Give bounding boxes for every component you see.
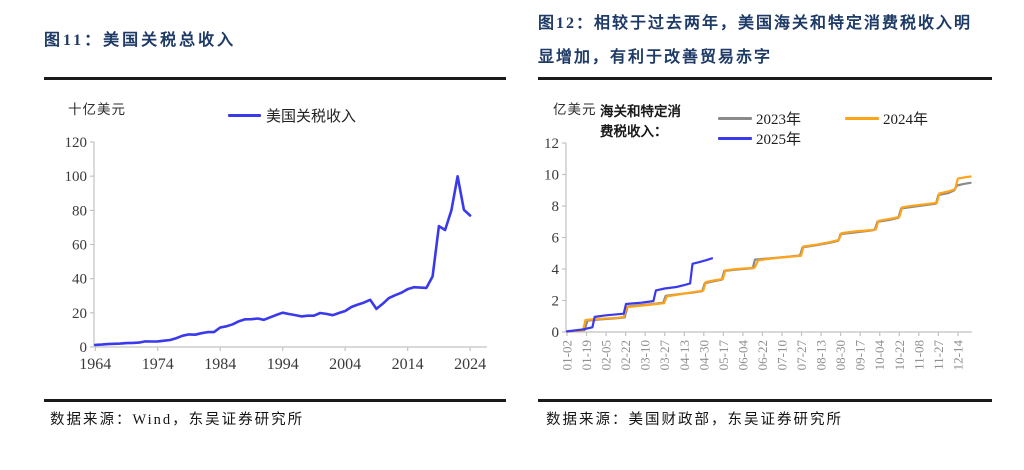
figure11-chart-canvas: 0 20 40 60 80 100 120 1964 1974 1984 1994 2004 2014 2…	[65, 135, 487, 373]
x-tick-label: 03-27	[657, 340, 672, 371]
figure11-legend: 美国关税收入	[228, 103, 428, 127]
x-tick-label: 11-27	[931, 340, 946, 370]
x-tick-label: 02-05	[599, 340, 614, 370]
x-tick-label: 01-19	[579, 340, 594, 370]
y-tick-label: 4	[552, 262, 560, 278]
series-lines	[565, 175, 972, 333]
x-tick-label: 2004	[329, 356, 361, 373]
x-tick-label: 02-22	[618, 340, 633, 370]
x-tick-label: 2014	[392, 356, 424, 373]
figure11-y-unit-label: 十亿美元	[68, 102, 126, 117]
x-tick-label: 04-13	[677, 340, 692, 370]
legend-2025-line-swatch	[718, 137, 752, 140]
figure11-chart-area: 十亿美元 美国关税收入 0 20 40 60 80 100 120 1964 1974 1984 1…	[44, 95, 506, 397]
figure12-legend: 2023年 2024年 2025年	[716, 102, 986, 152]
figure12-legend-title-line2: 费税收入：	[600, 124, 668, 139]
x-tick-label: 08-13	[814, 340, 829, 370]
figure12-title-rule	[538, 77, 992, 80]
series-line-2024年	[565, 175, 972, 333]
x-tick-label: 1984	[204, 356, 236, 373]
figure12-legend-title-line1: 海关和特定消	[600, 104, 681, 119]
y-axis-ticks: 0 2 4 6 8 10 12	[544, 136, 566, 341]
x-tick-label: 1994	[267, 356, 299, 373]
figure12-legend-title: 海关和特定消 费税收入：	[600, 102, 681, 142]
legend-2025-label: 2025年	[756, 132, 802, 148]
x-tick-label: 06-22	[755, 340, 770, 370]
x-tick-label: 12-14	[950, 340, 965, 371]
x-tick-label: 07-10	[774, 340, 789, 370]
y-tick-label: 8	[552, 199, 560, 215]
legend-2024-label: 2024年	[883, 112, 929, 128]
x-tick-label: 1964	[79, 356, 111, 373]
figure12-source: 数据来源：美国财政部，东吴证券研究所	[546, 412, 843, 428]
series-line-2025年	[565, 257, 714, 333]
y-tick-label: 120	[65, 135, 88, 151]
figure11-legend-line-swatch	[228, 114, 261, 117]
figure11-column: 图11：美国关税总收入 十亿美元 美国关税收入 0 20 40 60 80 100 120 1…	[44, 0, 506, 470]
x-tick-label: 10-04	[872, 340, 887, 371]
x-tick-label: 08-30	[833, 340, 848, 370]
y-axis-ticks: 0 20 40 60 80 100 120	[65, 135, 94, 356]
x-tick-label: 04-30	[696, 340, 711, 370]
figure12-title-line2: 显增加，有利于改善贸易赤字	[538, 49, 773, 66]
x-tick-label: 11-08	[911, 340, 926, 370]
y-tick-label: 0	[80, 340, 88, 356]
x-tick-label: 01-02	[559, 340, 574, 370]
figure11-title-rule	[44, 77, 506, 80]
legend-2023-line-swatch	[718, 117, 752, 120]
y-tick-label: 12	[544, 136, 559, 152]
x-tick-label: 06-04	[735, 340, 750, 371]
series-line-美国关税收入	[93, 175, 472, 347]
figure12-y-unit-label: 亿美元	[553, 102, 597, 117]
y-tick-label: 80	[72, 203, 87, 219]
x-tick-label: 07-27	[794, 340, 809, 371]
x-tick-label: 03-10	[638, 340, 653, 370]
figure12-title: 图12：相较于过去两年，美国海关和特定消费税收入明 显增加，有利于改善贸易赤字	[538, 7, 972, 75]
figure11-title: 图11：美国关税总收入	[44, 32, 237, 49]
figure12-title-line1: 图12：相较于过去两年，美国海关和特定消费税收入明	[538, 15, 973, 32]
x-tick-label: 09-17	[853, 340, 868, 371]
series-lines	[93, 175, 472, 347]
y-tick-label: 20	[72, 306, 87, 322]
y-tick-label: 2	[552, 294, 560, 310]
x-axis-ticks: 01-02 01-19 02-05 02-22 03-10 03-27 04-13 04-30…	[559, 332, 965, 370]
y-tick-label: 6	[552, 231, 560, 247]
figure12-column: 图12：相较于过去两年，美国海关和特定消费税收入明 显增加，有利于改善贸易赤字 …	[538, 0, 994, 470]
figure11-source: 数据来源：Wind，东吴证券研究所	[50, 412, 305, 428]
y-tick-label: 0	[552, 325, 560, 341]
figure11-source-rule	[44, 399, 506, 402]
legend-2023-label: 2023年	[756, 112, 802, 128]
x-tick-label: 10-22	[892, 340, 907, 370]
y-tick-label: 40	[72, 272, 87, 288]
figure12-source-rule	[538, 399, 992, 402]
figure12-chart-area: 亿美元 海关和特定消 费税收入： 2023年 2024年 2025年 0 2 4 6 8…	[538, 95, 994, 397]
x-tick-label: 05-17	[716, 340, 731, 371]
x-tick-label: 1974	[142, 356, 174, 373]
y-tick-label: 100	[65, 169, 88, 185]
legend-2024-line-swatch	[845, 117, 879, 120]
axes	[93, 142, 487, 348]
x-tick-label: 2024	[454, 356, 486, 373]
figure11-legend-label: 美国关税收入	[266, 109, 357, 125]
x-axis-ticks: 1964 1974 1984 1994 2004 2014 2024	[79, 347, 486, 373]
y-tick-label: 10	[544, 168, 559, 184]
y-tick-label: 60	[72, 238, 87, 254]
